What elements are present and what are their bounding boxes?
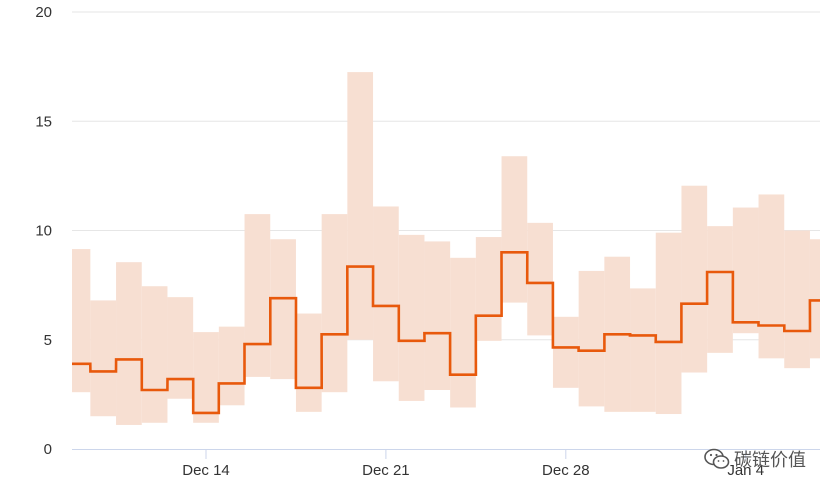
range-band-bar [193,332,219,423]
y-tick-label: 0 [44,441,52,458]
range-band-bar [475,237,502,341]
range-band-bar [116,262,142,425]
watermark-text: 碳链价值 [734,450,806,471]
range-band-bar [424,241,451,391]
step-line [72,251,820,415]
range-band-bar [707,226,733,353]
x-tick-label: Dec 28 [542,462,590,479]
x-tick-label: Dec 21 [362,462,410,479]
range-band-bar [90,300,117,417]
range-band-bar [655,232,682,415]
range-band-bar [373,206,399,382]
y-tick-labels: 0 5 10 15 20 [35,4,52,458]
range-band-bar [552,316,579,388]
y-tick-label: 15 [35,113,52,130]
y-tick-label: 20 [35,4,52,21]
range-band-bar [681,185,708,373]
x-tick-label: Dec 14 [182,462,230,479]
wechat-icon [704,448,730,469]
range-band-bar [578,270,605,407]
range-band-bar [398,234,425,401]
watermark: 碳链价值 [704,446,806,472]
range-band-bar [501,156,528,303]
range-band-bar [630,288,656,412]
range-band-bar [758,194,785,359]
range-band-bar [347,72,374,340]
x-axis [72,449,820,459]
range-band-bar [295,313,322,412]
x-tick-label: Jan 4 [727,462,764,479]
range-band-bar [450,257,476,408]
x-tick-labels: Dec 14 Dec 21 Dec 28 Jan 4 [182,462,764,479]
y-tick-label: 5 [44,332,52,349]
y-tick-label: 10 [35,223,52,240]
range-band [72,72,820,425]
range-band-bar [784,230,810,369]
range-band-bar [321,214,348,393]
range-band-bar [141,286,168,423]
range-band-bar [167,297,194,399]
range-band-bar [809,239,820,359]
range-band-bar [527,222,553,336]
range-band-bar [270,239,296,380]
step-line-series [72,251,820,415]
range-band-bar [218,326,245,406]
range-band-bar [732,207,759,334]
range-band-bar [244,214,271,377]
range-band-bar [72,249,91,393]
